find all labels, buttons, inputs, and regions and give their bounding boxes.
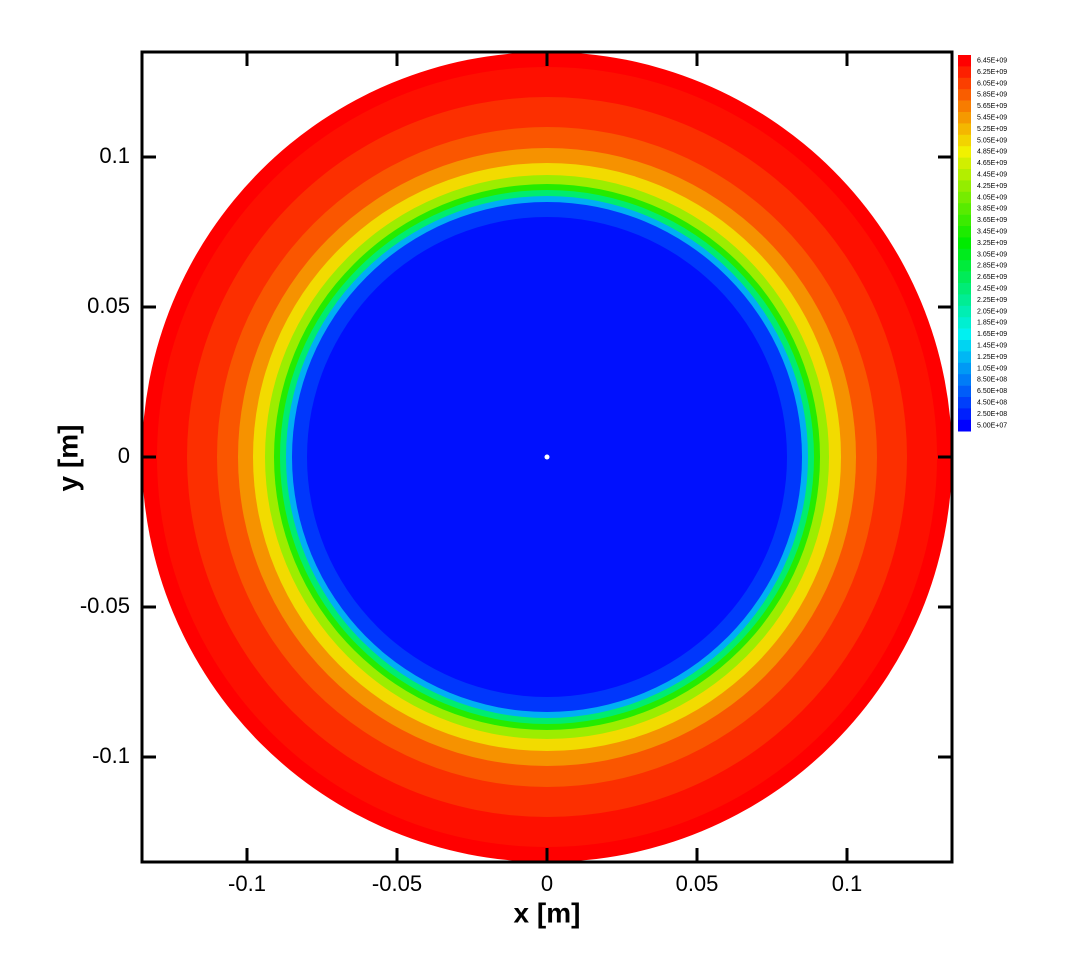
y-tick-label: 0 [118,443,130,468]
colorbar-label: 2.25E+09 [977,297,1007,304]
colorbar-swatch [958,112,971,124]
colorbar-swatch [958,328,971,341]
y-tick-label: -0.05 [80,593,130,618]
colorbar-swatch [958,397,971,409]
colorbar-label: 4.50E+08 [977,400,1007,407]
colorbar-label: 6.25E+09 [977,69,1007,76]
x-axis-label: x [m] [514,897,581,928]
x-tick-label: -0.05 [372,871,422,896]
colorbar-label: 6.45E+09 [977,58,1007,65]
colorbar-swatch [958,66,971,79]
y-axis-label: y [m] [52,425,83,492]
colorbar-label: 4.05E+09 [977,194,1007,201]
colorbar-swatch [958,351,971,364]
colorbar-label: 2.05E+09 [977,308,1007,315]
colorbar-label: 5.25E+09 [977,126,1007,133]
contour-field [142,52,952,862]
y-tick-label: -0.1 [92,743,130,768]
colorbar-swatch [958,271,971,284]
x-tick-label: -0.1 [228,871,266,896]
x-tick-label: 0.05 [676,871,719,896]
colorbar-swatch [958,77,971,90]
colorbar-swatch [958,203,971,215]
colorbar-label: 5.05E+09 [977,137,1007,144]
colorbar-label: 2.65E+09 [977,274,1007,281]
colorbar-swatch [958,123,971,136]
colorbar-label: 2.45E+09 [977,286,1007,293]
colorbar-swatch [958,191,971,204]
colorbar-swatch [958,305,971,318]
colorbar-swatch [958,89,971,101]
colorbar-label: 5.00E+07 [977,422,1007,429]
colorbar-swatch [958,283,971,295]
colorbar-label: 1.65E+09 [977,331,1007,338]
colorbar-swatch [958,146,971,158]
colorbar-label: 3.05E+09 [977,251,1007,258]
colorbar-swatch [958,408,971,421]
colorbar-label: 1.85E+09 [977,320,1007,327]
y-tick-label: 0.1 [99,143,130,168]
colorbar-label: 1.45E+09 [977,343,1007,350]
colorbar-label: 2.50E+08 [977,411,1007,418]
colorbar-swatch [958,248,971,261]
colorbar-swatch [958,169,971,181]
colorbar-label: 5.45E+09 [977,115,1007,122]
colorbar-swatch [958,362,971,375]
y-tick-label: 0.05 [87,293,130,318]
colorbar-label: 3.45E+09 [977,229,1007,236]
colorbar-label: 8.50E+08 [977,377,1007,384]
colorbar-swatch [958,237,971,250]
colorbar-swatch [958,374,971,386]
colorbar-swatch [958,214,971,227]
colorbar-label: 4.45E+09 [977,172,1007,179]
colorbar-swatch [958,294,971,307]
colorbar-label: 4.25E+09 [977,183,1007,190]
colorbar-swatch [958,55,971,67]
x-tick-label: 0 [541,871,553,896]
colorbar-swatch [958,180,971,193]
colorbar-label: 3.65E+09 [977,217,1007,224]
colorbar-swatch [958,134,971,147]
colorbar-swatch [958,100,971,113]
colorbar-label: 3.25E+09 [977,240,1007,247]
colorbar-swatch [958,157,971,170]
colorbar-swatch [958,226,971,238]
colorbar-swatch [958,260,971,272]
colorbar-label: 6.50E+08 [977,388,1007,395]
colorbar-label: 1.25E+09 [977,354,1007,361]
colorbar-swatch [958,385,971,398]
colorbar-label: 5.65E+09 [977,103,1007,110]
colorbar-swatch [958,317,971,329]
colorbar-label: 2.85E+09 [977,263,1007,270]
x-tick-label: 0.1 [832,871,863,896]
colorbar-label: 5.85E+09 [977,92,1007,99]
colorbar-label: 1.05E+09 [977,365,1007,372]
center-point [544,454,550,460]
colorbar-label: 3.85E+09 [977,206,1007,213]
colorbar-label: 6.05E+09 [977,80,1007,87]
colorbar-label: 4.85E+09 [977,149,1007,156]
colorbar-swatch [958,340,971,352]
colorbar-swatch [958,419,971,432]
colorbar-label: 4.65E+09 [977,160,1007,167]
